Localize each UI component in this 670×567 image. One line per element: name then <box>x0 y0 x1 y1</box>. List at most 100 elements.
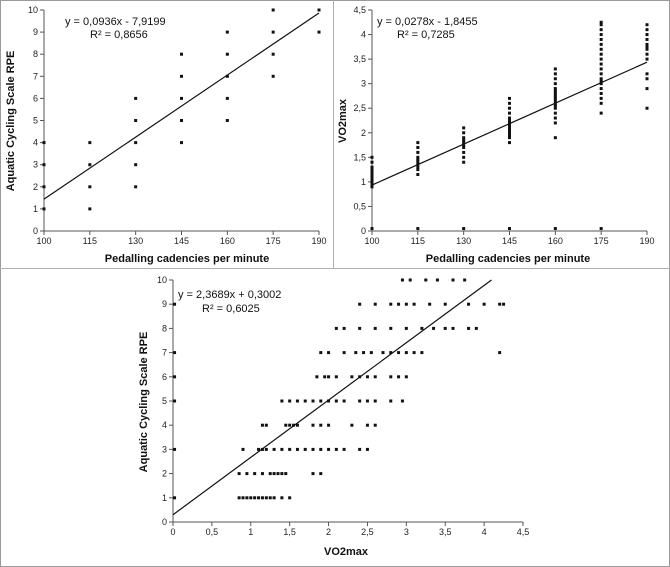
y-tick-label: 2 <box>162 469 167 479</box>
data-point <box>508 96 511 100</box>
data-point <box>303 399 307 403</box>
data-point <box>443 326 447 330</box>
data-point <box>180 96 183 100</box>
data-point <box>317 8 321 12</box>
data-point <box>319 351 323 355</box>
data-point <box>435 278 439 282</box>
x-tick-label: 190 <box>639 236 654 246</box>
x-tick-label: 190 <box>311 236 326 246</box>
x-tick-label: 160 <box>220 236 235 246</box>
data-point <box>389 326 393 330</box>
data-point <box>373 423 377 427</box>
data-point <box>280 399 284 403</box>
data-point <box>241 447 245 451</box>
data-point <box>271 8 275 12</box>
data-point <box>553 116 557 120</box>
data-point <box>645 106 649 110</box>
data-point <box>370 168 374 172</box>
x-tick-label: 175 <box>266 236 281 246</box>
data-point <box>365 399 369 403</box>
data-point <box>599 101 603 105</box>
y-tick-label: 0 <box>33 226 38 236</box>
data-point <box>482 302 486 306</box>
data-point <box>225 74 229 78</box>
data-point <box>599 33 603 37</box>
y-axis-label: Aquatic Cycling Scale RPE <box>5 51 17 192</box>
data-point <box>358 302 362 306</box>
data-point <box>508 111 511 115</box>
data-point <box>134 185 138 189</box>
data-point <box>498 351 502 355</box>
data-point <box>462 138 466 142</box>
data-point <box>553 72 557 76</box>
y-tick-label: 8 <box>162 323 167 333</box>
data-point <box>327 399 331 403</box>
data-point <box>553 227 557 231</box>
data-point <box>173 351 177 355</box>
data-point <box>173 496 177 500</box>
data-point <box>370 227 374 231</box>
data-point <box>327 375 331 379</box>
data-point <box>553 91 557 95</box>
data-point <box>350 375 354 379</box>
data-point <box>173 447 177 451</box>
data-point <box>365 375 369 379</box>
data-point <box>272 472 276 476</box>
data-point <box>508 116 511 120</box>
data-point <box>42 163 46 167</box>
data-point <box>599 62 603 66</box>
data-point <box>462 143 466 147</box>
data-point <box>599 67 603 71</box>
data-point <box>272 496 276 500</box>
data-point <box>474 326 478 330</box>
x-tick-label: 4,5 <box>517 527 530 537</box>
x-axis-label: VO2max <box>324 546 369 558</box>
data-point <box>295 423 299 427</box>
data-point <box>389 351 393 355</box>
data-point <box>645 52 649 56</box>
data-point <box>180 52 183 56</box>
equation-label: y = 0,0936x - 7,9199 <box>65 16 166 28</box>
data-point <box>373 399 377 403</box>
x-tick-label: 175 <box>594 236 609 246</box>
data-point <box>334 447 338 451</box>
data-point <box>334 399 338 403</box>
data-point <box>508 119 511 122</box>
y-tick-label: 4 <box>33 138 38 148</box>
data-point <box>271 74 275 78</box>
r-squared-label: R² = 0,8656 <box>90 29 148 41</box>
equation-label: y = 2,3689x + 0,3002 <box>178 289 281 301</box>
data-point <box>508 106 511 110</box>
r-squared-label: R² = 0,6025 <box>202 303 260 315</box>
data-point <box>370 175 374 179</box>
panel-divider-horizontal <box>0 268 670 269</box>
data-point <box>311 423 315 427</box>
y-tick-label: 9 <box>33 27 38 37</box>
chart-vo2max-vs-cadence: y = 0,0278x - 1,8455 R² = 0,7285 Pedalli… <box>337 5 655 265</box>
data-point <box>645 72 649 76</box>
data-point <box>271 52 275 56</box>
x-tick-label: 2,5 <box>361 527 374 537</box>
data-point <box>645 87 649 91</box>
data-point <box>354 351 358 355</box>
data-point <box>303 447 307 451</box>
data-point <box>404 351 408 355</box>
data-point <box>462 126 466 130</box>
y-tick-label: 3 <box>361 79 366 89</box>
x-tick-label: 130 <box>128 236 143 246</box>
data-point <box>257 496 261 500</box>
equation-label: y = 0,0278x - 1,8455 <box>377 16 478 28</box>
data-point <box>225 30 229 34</box>
x-tick-label: 100 <box>36 236 51 246</box>
data-point <box>508 126 511 130</box>
x-tick-label: 0,5 <box>206 527 219 537</box>
data-point <box>599 37 603 41</box>
data-point <box>370 170 374 174</box>
data-point <box>342 351 346 355</box>
data-point <box>412 302 416 306</box>
y-tick-label: 7 <box>162 348 167 358</box>
data-point <box>370 173 374 177</box>
data-point <box>370 185 374 189</box>
data-point <box>645 77 649 81</box>
data-point <box>257 447 261 451</box>
